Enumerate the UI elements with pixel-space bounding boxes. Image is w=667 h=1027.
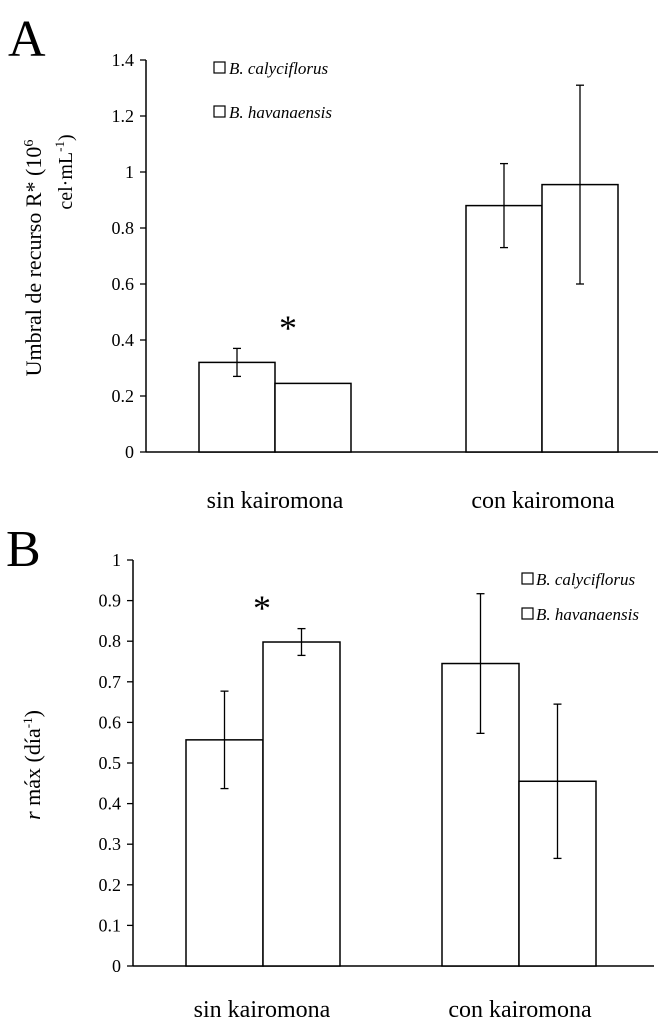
panel-a-bars [198,84,619,453]
panel-a-y-tick-label: 0.8 [112,218,135,238]
panel-a-ylabel-line2: cel·mL-1) [52,134,77,209]
panel-a-legend-swatch-2 [213,105,226,118]
panel-b-bar [262,641,341,967]
panel-b-y-tick-label: 0.5 [99,753,122,773]
panel-a-legend-swatch-1 [213,61,226,74]
panel-b-significance-star: * [253,588,271,628]
panel-b-category-label-2: con kairomona [448,997,592,1023]
panel-b-y-tick-label: 0.8 [99,631,122,651]
panel-a-y-tick-label: 0.4 [112,330,135,350]
panel-b-y-tick-label: 0 [112,956,121,976]
panel-a-y-tick-label: 1.4 [112,50,135,70]
panel-b-y-tick-label: 0.9 [99,591,122,611]
panel-a-legend-label-2: B. havanaensis [229,103,332,122]
panel-b-label: B [6,521,41,578]
panel-a-label: A [8,11,46,68]
panel-a-y-tick-label: 0.2 [112,386,135,406]
panel-b-y-tick-label: 0.6 [99,712,122,732]
panel-b-y-ticks: 0 0.1 0.2 0.3 0.4 0.5 0.6 0.7 0.8 0.9 1 [99,550,133,976]
panel-b-y-tick-label: 1 [112,550,121,570]
panel-a-y-tick-label: 0.6 [112,274,135,294]
panel-a-significance-star: * [279,308,297,348]
panel-b-ylabel: r máx (día-1) [20,710,45,820]
panel-b-legend-label-1: B. calyciflorus [536,570,636,589]
panel-b: B 0 0.1 0.2 0.3 0.4 0.5 0.6 0.7 0.8 0.9 1 r máx (d… [6,521,654,1023]
panel-b-y-tick-label: 0.4 [99,794,122,814]
panel-b-legend-swatch-1 [521,572,534,585]
panel-a-y-tick-label: 1.2 [112,106,135,126]
panel-a-category-label-1: sin kairomona [207,488,344,514]
panel-a-y-tick-label: 0 [125,442,134,462]
panel-b-bars [185,593,597,967]
panel-a-y-ticks: 0 0.2 0.4 0.6 0.8 1 1.2 1.4 [112,50,146,462]
panel-a-category-label-2: con kairomona [471,488,615,514]
panel-b-legend-label-2: B. havanaensis [536,605,639,624]
panel-a: A 0 0.2 0.4 0.6 0.8 1 1.2 1.4 Umbral de recurso… [8,11,658,514]
panel-b-y-tick-label: 0.7 [99,672,122,692]
panel-a-legend-label-1: B. calyciflorus [229,59,329,78]
panel-a-bar [541,183,619,453]
panel-b-y-tick-label: 0.2 [99,875,122,895]
panel-b-category-label-1: sin kairomona [194,997,331,1023]
panel-a-ylabel-line1: Umbral de recurso R* (106 [21,140,46,377]
panel-a-bar [274,382,352,453]
panel-b-y-tick-label: 0.3 [99,834,122,854]
panel-a-y-tick-label: 1 [125,162,134,182]
panel-b-legend-swatch-2 [521,607,534,620]
panel-b-y-tick-label: 0.1 [99,915,122,935]
